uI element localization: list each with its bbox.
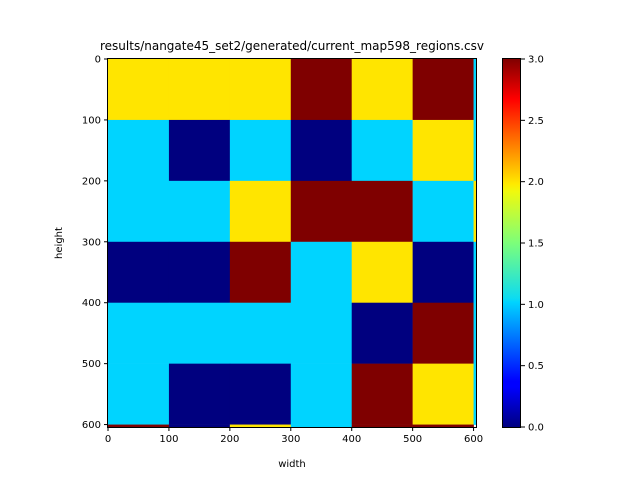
- colorbar: [502, 58, 521, 428]
- heatmap-cell: [229, 241, 292, 304]
- y-tick-label: 200: [82, 176, 101, 187]
- heatmap-cell: [290, 302, 353, 364]
- colorbar-tick-label: 0.5: [528, 361, 544, 372]
- heatmap-edge-cell: [473, 119, 476, 182]
- heatmap-edge-cell: [229, 424, 292, 427]
- heatmap-cell: [168, 59, 231, 121]
- heatmap-edge-cell: [473, 302, 476, 364]
- heatmap-cell: [168, 119, 231, 182]
- heatmap-cell: [351, 180, 413, 243]
- heatmap-plot-area: [108, 59, 476, 427]
- x-tick-label: 200: [220, 434, 239, 445]
- colorbar-tick-label: 2.5: [528, 116, 544, 127]
- x-axis-label: width: [278, 459, 306, 470]
- x-tick-label: 300: [281, 434, 300, 445]
- heatmap-cell: [290, 180, 353, 243]
- x-tick-label: 100: [159, 434, 178, 445]
- heatmap-cell: [108, 363, 170, 425]
- heatmap-cell: [412, 180, 474, 243]
- heatmap-cell: [229, 180, 292, 243]
- heatmap-cell: [351, 241, 413, 304]
- heatmap-cell: [412, 241, 474, 304]
- heatmap-cell: [108, 302, 170, 364]
- chart-title: results/nangate45_set2/generated/current…: [100, 39, 484, 53]
- heatmap-cell: [108, 119, 170, 182]
- heatmap-edge-cell: [108, 424, 170, 427]
- colorbar-tick-label: 0.0: [528, 423, 544, 434]
- heatmap-cell: [412, 119, 474, 182]
- heatmap-cell: [351, 119, 413, 182]
- heatmap-cell: [168, 363, 231, 425]
- heatmap-cell: [229, 363, 292, 425]
- heatmap-cell: [290, 363, 353, 425]
- heatmap-cell: [412, 363, 474, 425]
- y-tick-label: 100: [82, 115, 101, 126]
- heatmap-cell: [168, 241, 231, 304]
- heatmap-edge-cell: [473, 180, 476, 243]
- heatmap-cell: [290, 59, 353, 121]
- heatmap-cell: [229, 302, 292, 364]
- x-tick-label: 400: [342, 434, 361, 445]
- heatmap-edge-cell: [473, 363, 476, 425]
- heatmap-cell: [108, 241, 170, 304]
- y-tick-label: 400: [82, 298, 101, 309]
- colorbar-tick-label: 1.5: [528, 239, 544, 250]
- heatmap-edge-cell: [473, 59, 476, 121]
- heatmap-cell: [412, 302, 474, 364]
- heatmap-cell: [290, 241, 353, 304]
- heatmap-cell: [229, 59, 292, 121]
- colorbar-ticks: 0.0 0.5 1.0 1.5 2.0 2.5 3.0: [521, 55, 544, 434]
- heatmap-cell: [412, 59, 474, 121]
- y-tick-label: 0: [95, 55, 101, 66]
- y-tick-label: 300: [82, 237, 101, 248]
- heatmap-cell: [290, 119, 353, 182]
- heatmap-edge-cell: [168, 424, 231, 427]
- colorbar-tick-label: 3.0: [528, 55, 544, 66]
- heatmap-cell: [229, 119, 292, 182]
- y-tick-label: 500: [82, 359, 101, 370]
- heatmap-edge-cell: [473, 241, 476, 304]
- heatmap-cell: [351, 302, 413, 364]
- x-axis-ticks: 0 100 200 300 400 500 600: [105, 427, 483, 445]
- heatmap-cell: [351, 363, 413, 425]
- heatmap-cell: [168, 180, 231, 243]
- x-tick-label: 0: [105, 434, 111, 445]
- y-axis-label: height: [54, 227, 65, 259]
- heatmap-cell: [168, 302, 231, 364]
- y-tick-label: 600: [82, 420, 101, 431]
- colorbar-tick-label: 2.0: [528, 177, 544, 188]
- heatmap-cell: [351, 59, 413, 121]
- colorbar-tick-label: 1.0: [528, 300, 544, 311]
- plot-frame: [107, 58, 477, 428]
- x-tick-label: 500: [403, 434, 422, 445]
- heatmap-cell: [108, 180, 170, 243]
- heatmap-edge-cell: [290, 424, 353, 427]
- x-tick-label: 600: [464, 434, 483, 445]
- heatmap-edge-cell: [351, 424, 413, 427]
- heatmap-cell: [108, 59, 170, 121]
- y-axis-ticks: 0 100 200 300 400 500 600: [82, 55, 108, 431]
- heatmap-edge-cell: [412, 424, 474, 427]
